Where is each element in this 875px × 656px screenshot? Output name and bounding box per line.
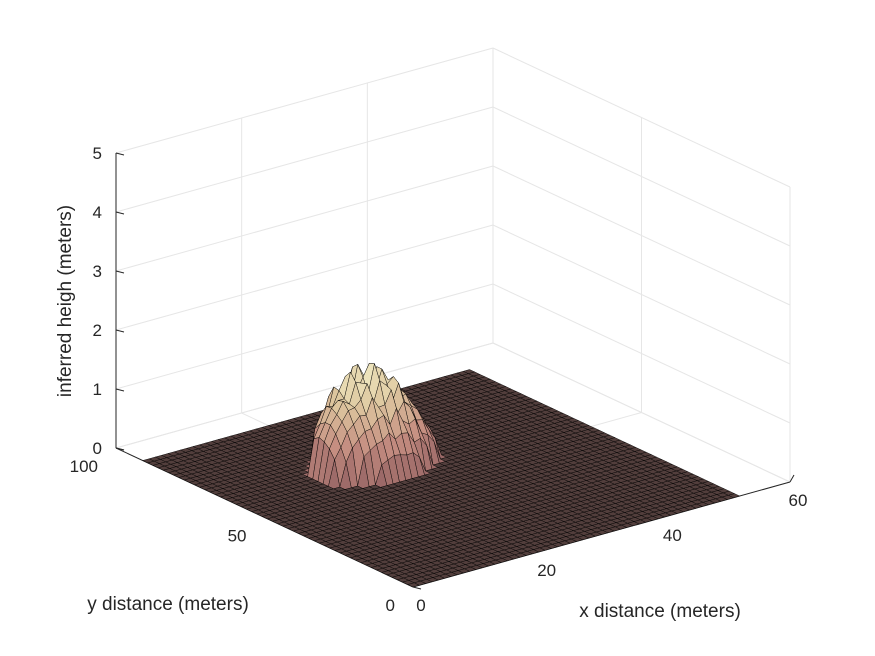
surface-patch	[407, 582, 421, 588]
z-tick-label: 2	[93, 321, 102, 340]
gridline-z-back	[115, 283, 494, 390]
z-tick-label: 1	[93, 380, 102, 399]
z-tick	[115, 388, 125, 392]
z-tick-label: 4	[93, 203, 102, 222]
z-tick	[115, 152, 125, 156]
y-tick	[412, 586, 422, 590]
x-tick	[789, 474, 795, 483]
z-tick-label: 3	[93, 262, 102, 281]
gridline-z-back	[115, 106, 494, 213]
x-tick-label: 40	[663, 526, 682, 545]
x-tick-label: 60	[789, 491, 808, 510]
x-axis-label: x distance (meters)	[579, 601, 741, 622]
z-tick	[115, 211, 125, 215]
z-tick	[115, 329, 125, 333]
gridline-z-back	[115, 47, 494, 154]
gridline-z-back	[115, 224, 494, 331]
y-tick-label: 100	[70, 457, 98, 476]
z-tick-label: 5	[93, 144, 102, 163]
y-tick-label: 50	[228, 527, 247, 546]
y-axis-label: y distance (meters)	[87, 594, 249, 615]
x-tick-label: 20	[537, 561, 556, 580]
y-tick-label: 0	[386, 596, 395, 615]
z-tick	[115, 447, 125, 451]
z-axis-label: inferred heigh (meters)	[55, 205, 76, 397]
gridline-z-back	[115, 165, 494, 272]
gridline-y-floor	[115, 342, 494, 449]
surface-plot	[141, 362, 741, 588]
x-tick-label: 0	[416, 596, 425, 615]
z-tick-label: 0	[93, 439, 102, 458]
z-tick	[115, 270, 125, 274]
